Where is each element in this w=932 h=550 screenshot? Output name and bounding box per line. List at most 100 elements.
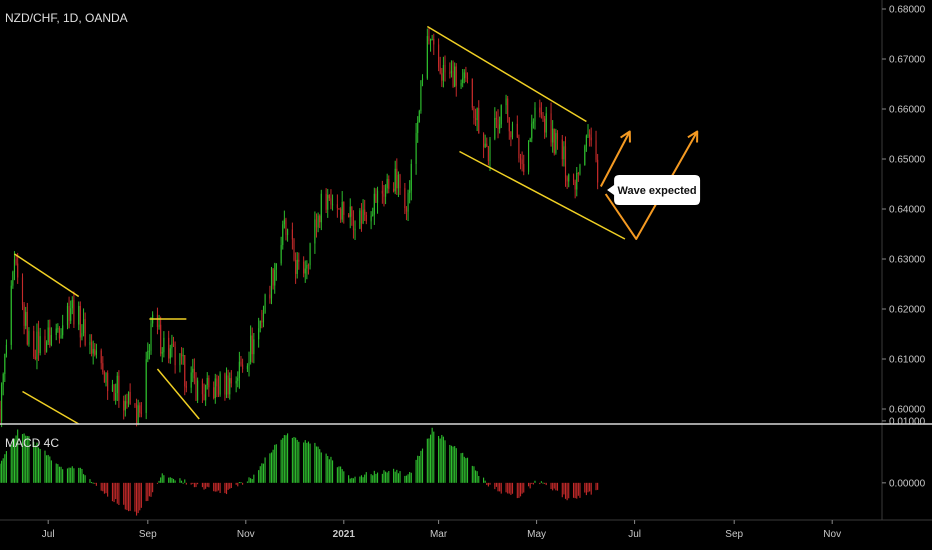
macd-title[interactable]: MACD 4C [5,436,59,450]
candle-body [295,259,297,274]
candle-body [185,386,187,388]
candle-body [409,190,411,193]
macd-bar [190,482,192,485]
macd-bar [381,473,383,483]
macd-bar [352,478,355,483]
candle-body [73,299,75,325]
macd-bar [590,482,592,495]
candle-body [539,107,541,113]
macd-bar [463,456,465,483]
macd-bar [148,482,150,497]
symbol-title[interactable]: NZD/CHF, 1D, OANDA [5,11,128,25]
candle-body [352,216,355,231]
macd-bar [460,453,462,483]
candle-body [17,263,19,278]
macd-bar [455,448,457,483]
candle-body [354,228,356,231]
candle-body [237,377,239,381]
macd-bar [36,442,38,483]
candle-body [94,349,96,355]
candle-body [89,342,91,346]
candle-body [555,132,557,154]
candle-body [460,82,462,86]
candle-body [450,70,453,74]
macd-bar [429,434,432,483]
candle-body [348,214,350,218]
macd-bar [193,482,195,488]
macd-bar [95,482,97,486]
macd-bar [550,482,552,489]
candle-body [441,73,443,81]
candle-body [487,146,489,162]
macd-bar [542,482,544,484]
candle-body [372,214,374,216]
macd-bar [462,452,464,483]
macd-bar [295,437,297,483]
macd-bar [499,482,501,492]
macd-bar [507,482,509,494]
candle-body [330,198,332,205]
candle-body [518,137,520,159]
macd-bar [235,482,237,485]
macd-bar [49,456,51,483]
macd-bar [107,482,109,497]
candle-body [523,164,525,172]
trendline-flag-1-upper[interactable] [14,253,80,298]
macd-bar [55,463,57,483]
macd-bar [564,482,567,499]
candle-body [148,350,150,352]
macd-bar [487,482,489,487]
price-axis[interactable]: 0.68000 0.67000 0.66000 0.65000 0.64000 0.630… [882,5,926,416]
macd-bar [516,482,518,499]
candle-body [182,355,184,357]
candle-body [483,133,485,148]
candle-body [12,272,14,286]
candle-body [261,320,263,323]
macd-axis[interactable]: 0.01000 0.00000 [882,416,926,489]
macd-bar [505,482,507,493]
candle-body [508,117,510,132]
candle-body [531,123,533,139]
candle-body [92,349,94,354]
trendline-flag-1-lower[interactable] [22,390,80,425]
candle-body [519,158,522,160]
candle-body [454,66,456,87]
macd-bar [383,470,385,483]
macd-bar [370,474,372,483]
candle-body [78,306,80,325]
macd-bar [68,467,70,483]
time-tick-label: Sep [139,529,157,540]
candle-body [383,193,385,197]
candle-body [521,159,523,165]
candle-body [553,128,555,154]
macd-bar [494,482,496,490]
candle-body [315,219,318,228]
trendline-channel-upper[interactable] [426,25,587,123]
candle-body [529,138,531,142]
trendline-channel-lower[interactable] [459,150,626,240]
candle-body [60,335,62,339]
candle-body [462,78,464,83]
candle-body [404,188,406,209]
macd-bar [474,470,477,483]
macd-tick-label: 0.01000 [889,416,926,427]
candle-body [230,378,232,384]
candle-body [360,210,363,224]
macd-bar [563,482,565,495]
trendlines [14,25,626,425]
candle-body [25,311,27,326]
macd-bar [375,473,377,483]
projection-short[interactable] [599,131,631,187]
macd-bar [139,482,141,511]
candle-body [124,401,126,411]
macd-bar [489,482,491,485]
trendline-flag-2-lower[interactable] [156,368,200,420]
macd-bar [269,453,271,483]
macd-bar [544,482,546,484]
macd-bar [407,474,409,483]
macd-bar [34,445,36,483]
projection-deep[interactable] [604,131,699,240]
macd-bar [354,476,356,483]
time-axis[interactable]: Jul Sep Nov 2021 Mar May Jul Sep Nov [42,520,841,540]
